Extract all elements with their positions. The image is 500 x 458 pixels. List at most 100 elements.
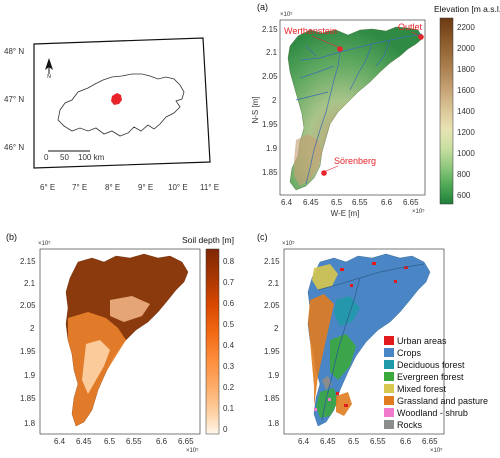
outlet-label: Outlet (398, 22, 423, 32)
soil-tick-0: 0 (223, 425, 228, 434)
scale-bar: 0 50 100 km (44, 150, 105, 162)
b-ytick-2.05: 2.05 (20, 301, 36, 310)
landuse-legend: Urban areas Crops Deciduous forest Everg… (384, 336, 488, 430)
c-xtick-6.45: 6.45 (320, 437, 336, 446)
lat-label-46: 46° N (4, 143, 24, 152)
c-xtick-6.6: 6.6 (400, 437, 412, 446)
legend-item: Woodland - shrub (384, 408, 468, 418)
legend-label: Rocks (397, 420, 423, 430)
svg-text:N: N (47, 74, 51, 80)
river-network (295, 33, 423, 185)
b-ytick-2: 2 (30, 324, 35, 333)
c-ytick-1.9: 1.9 (268, 371, 280, 380)
landuse-evergreen-south (316, 388, 338, 418)
landuse-grassland (308, 294, 334, 406)
elev-tick-600: 600 (457, 191, 471, 200)
panel-c-xticks: 6.4 6.45 6.5 6.55 6.6 6.65 (298, 437, 438, 446)
landuse-deciduous (334, 296, 360, 326)
inset-map: N 0 50 100 km 48° N 47° N 46° N 6° E 7° … (4, 37, 219, 192)
legend-swatch (384, 408, 394, 417)
landuse-evergreen (330, 334, 356, 380)
c-xtick-6.65: 6.65 (422, 437, 438, 446)
sorenberg-label: Sörenberg (334, 156, 376, 166)
c-ytick-2: 2 (274, 324, 279, 333)
legend-item: Mixed forest (384, 384, 447, 394)
b-ytick-2.1: 2.1 (24, 279, 36, 288)
panel-a-xlabel: W-E [m] (331, 209, 360, 218)
lon-label-7: 7° E (72, 183, 87, 192)
b-xtick-6.5: 6.5 (104, 437, 116, 446)
elev-tick-1200: 1200 (457, 128, 475, 137)
werthenstein-label: Werthenstein (284, 26, 337, 36)
c-ytick-2.05: 2.05 (264, 301, 280, 310)
c-ytick-1.95: 1.95 (264, 347, 280, 356)
landuse-urban (336, 262, 408, 407)
panel-a-exp-x: ×10⁵ (412, 208, 425, 215)
c-xtick-6.55: 6.55 (370, 437, 386, 446)
north-arrow-icon: N (45, 58, 53, 80)
legend-label: Evergreen forest (397, 372, 464, 382)
panel-c-exp-x: ×10⁵ (430, 447, 443, 454)
a-ytick-1.95: 1.95 (262, 120, 278, 129)
elevation-map (287, 26, 424, 191)
panel-a: (a) ×10⁵ Werthenstein Outlet Sörenberg 2… (251, 2, 500, 218)
elev-tick-1600: 1600 (457, 86, 475, 95)
elevation-colorbar-title: Elevation [m a.s.l.] (434, 4, 500, 14)
soil-tick-0.7: 0.7 (223, 278, 235, 287)
c-ytick-1.85: 1.85 (264, 394, 280, 403)
panel-b-exp-y: ×10⁵ (38, 240, 51, 247)
a-ytick-1.85: 1.85 (262, 168, 278, 177)
landuse-mixed-forest (312, 264, 338, 290)
panel-c: (c) ×10⁵ 2.15 2.1 2.0 (257, 232, 488, 454)
elevation-colorbar (439, 17, 454, 205)
legend-item: Urban areas (384, 336, 447, 346)
panel-a-ylabel: N-S [m] (251, 96, 260, 123)
legend-label: Mixed forest (397, 384, 447, 394)
panel-b-label: (b) (6, 232, 17, 242)
outlet-leader (411, 31, 420, 37)
panel-c-exp-y: ×10⁵ (282, 240, 295, 247)
a-ytick-1.9: 1.9 (266, 144, 278, 153)
b-xtick-6.45: 6.45 (76, 437, 92, 446)
panel-b: (b) ×10⁵ 2.15 2.1 2.05 2 1.95 1.9 1.85 1… (6, 232, 235, 454)
b-xtick-6.55: 6.55 (126, 437, 142, 446)
legend-swatch (384, 384, 394, 393)
lon-label-6: 6° E (40, 183, 55, 192)
c-ytick-1.8: 1.8 (268, 419, 280, 428)
legend-swatch (384, 348, 394, 357)
c-xtick-6.4: 6.4 (298, 437, 310, 446)
elevation-colorbar-ticks: 2200 2000 1800 1600 1400 1200 1000 800 6… (457, 23, 475, 200)
werthenstein-leader (311, 35, 339, 48)
legend-swatch (384, 372, 394, 381)
b-xtick-6.65: 6.65 (178, 437, 194, 446)
c-xtick-6.5: 6.5 (348, 437, 360, 446)
legend-item: Deciduous forest (384, 360, 465, 370)
soil-colorbar-ticks: 0.8 0.7 0.6 0.5 0.4 0.3 0.2 0.1 0 (223, 257, 235, 434)
soil-colorbar-title: Soil depth [m] (182, 235, 234, 245)
soil-tick-0.6: 0.6 (223, 299, 235, 308)
scale-label-0: 0 (44, 153, 49, 162)
scale-label-50: 50 (60, 153, 69, 162)
legend-item: Rocks (384, 420, 423, 430)
panel-c-yticks: 2.15 2.1 2.05 2 1.95 1.9 1.85 1.8 (264, 257, 280, 428)
elev-tick-1800: 1800 (457, 65, 475, 74)
legend-item: Grassland and pasture (384, 396, 488, 406)
sorenberg-leader (325, 165, 339, 172)
legend-swatch (384, 420, 394, 429)
panel-b-xticks: 6.4 6.45 6.5 6.55 6.6 6.65 (54, 437, 194, 446)
legend-label: Urban areas (397, 336, 447, 346)
a-xtick-6.65: 6.65 (403, 198, 419, 207)
legend-swatch (384, 396, 394, 405)
lon-label-8: 8° E (105, 183, 120, 192)
legend-swatch (384, 360, 394, 369)
lat-label-47: 47° N (4, 95, 24, 104)
lon-label-10: 10° E (168, 183, 188, 192)
b-xtick-6.4: 6.4 (54, 437, 66, 446)
soil-tick-0.8: 0.8 (223, 257, 235, 266)
elev-tick-2200: 2200 (457, 23, 475, 32)
soil-tick-0.3: 0.3 (223, 362, 235, 371)
elev-tick-1000: 1000 (457, 149, 475, 158)
c-ytick-2.15: 2.15 (264, 257, 280, 266)
a-ytick-2.1: 2.1 (266, 48, 278, 57)
outlet-point (418, 34, 424, 40)
